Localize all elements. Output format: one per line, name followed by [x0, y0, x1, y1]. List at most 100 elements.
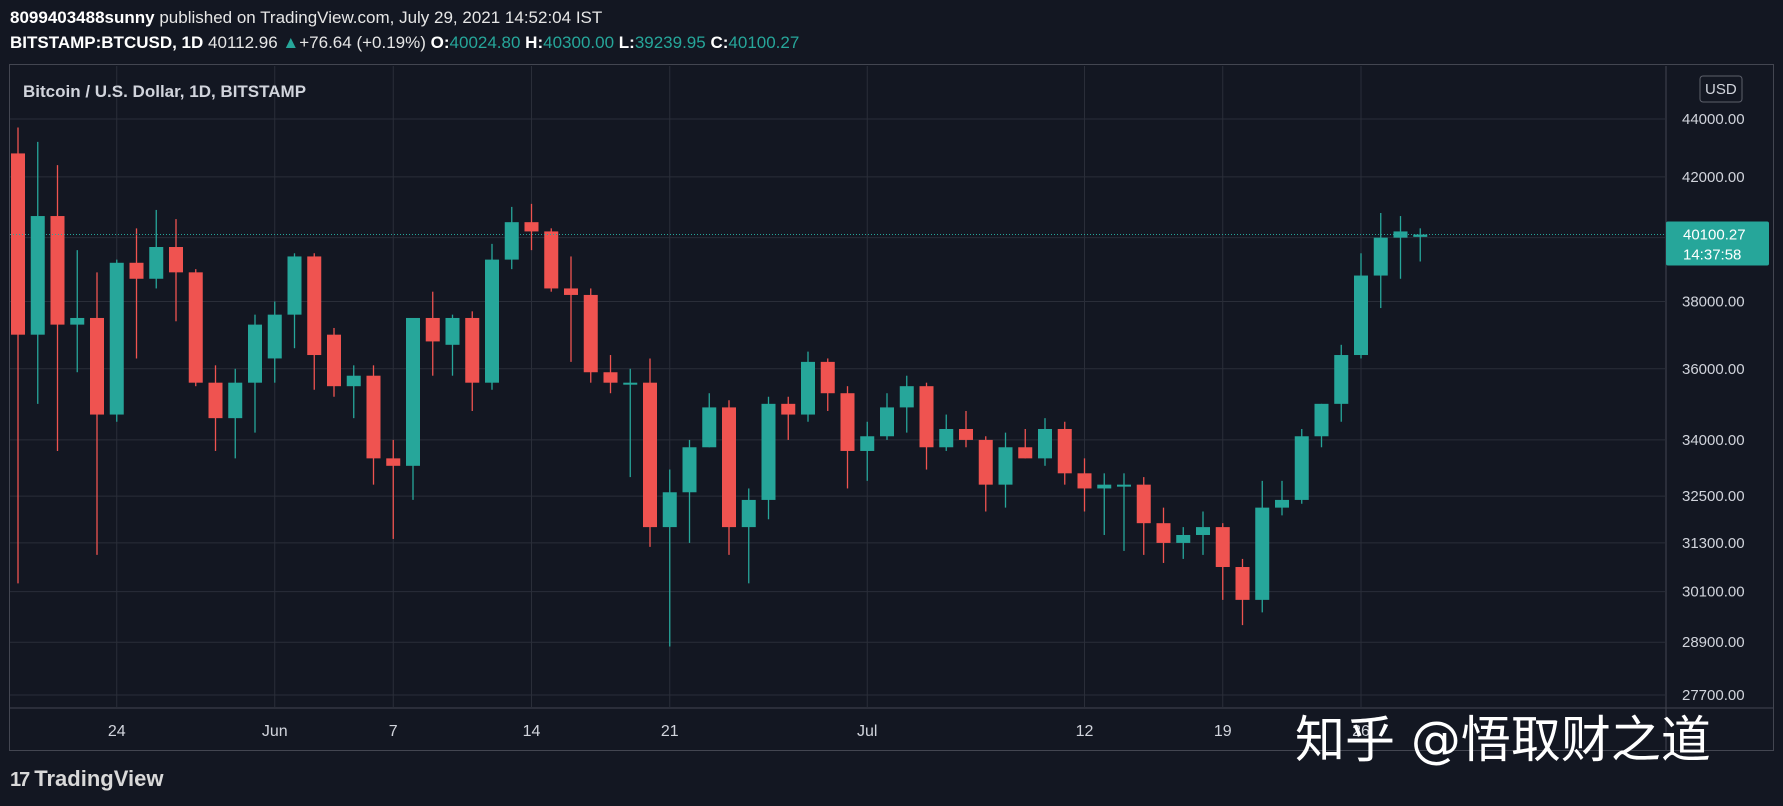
time-axis: 24 Jun 7 14 21 Jul 12 19 26 — [108, 723, 1370, 740]
candle-body — [741, 499, 756, 528]
x-tick-label: Jun — [262, 723, 288, 740]
candle-body — [1354, 275, 1368, 356]
candle — [939, 414, 954, 451]
candle-body — [366, 375, 381, 459]
candle — [1156, 507, 1171, 563]
candle — [583, 288, 598, 383]
candle — [1136, 477, 1151, 555]
open-label: O: — [430, 33, 450, 52]
price-axis: 44000.0042000.0040000.0038000.0036000.00… — [1682, 111, 1745, 704]
candle — [1235, 558, 1250, 626]
candle-body — [781, 403, 796, 415]
candle-body — [860, 436, 875, 451]
candle-body — [1334, 355, 1349, 404]
candle-body — [1235, 567, 1250, 600]
up-arrow-icon: ▲ — [282, 33, 300, 52]
publisher-name[interactable]: 8099403488sunny — [10, 8, 155, 27]
last-price-tag: 40100.27 14:37:58 — [1666, 221, 1769, 266]
candle — [287, 253, 302, 349]
candle — [248, 314, 262, 433]
candle-body — [1038, 428, 1052, 459]
candle — [978, 436, 993, 512]
close-value: 40100.27 — [728, 33, 800, 52]
candle-body — [149, 247, 164, 279]
low-label: L: — [618, 33, 635, 52]
candle-body — [1176, 534, 1191, 543]
close-label: C: — [710, 33, 729, 52]
candle-body — [662, 492, 677, 528]
candle-body — [248, 324, 262, 383]
candle — [188, 269, 203, 387]
candle — [1373, 212, 1388, 309]
candle-body — [682, 447, 697, 493]
published-text: published on TradingView.com, July 29, 2… — [159, 8, 603, 27]
candle-body — [919, 386, 934, 448]
x-tick-label: 14 — [523, 723, 541, 740]
candle — [722, 400, 736, 555]
currency-badge[interactable]: USD — [1699, 75, 1743, 103]
candle-body — [188, 272, 203, 383]
candle-body — [1018, 447, 1033, 459]
candle — [129, 228, 144, 359]
candle — [445, 314, 460, 376]
chart-title: Bitcoin / U.S. Dollar, 1D, BITSTAMP — [23, 82, 306, 101]
candle-body — [485, 259, 499, 383]
change-value: +76.64 (+0.19%) — [299, 33, 426, 52]
candle — [504, 206, 519, 270]
candle-body — [129, 262, 144, 279]
y-tick-label: 30100.00 — [1682, 584, 1745, 601]
y-tick-label: 31300.00 — [1682, 535, 1745, 552]
candle — [860, 421, 875, 481]
y-tick-label: 36000.00 — [1682, 361, 1745, 378]
candle-body — [228, 382, 243, 419]
candle — [1294, 428, 1309, 504]
y-tick-label: 27700.00 — [1682, 687, 1745, 704]
candle-body — [425, 317, 440, 342]
candle — [761, 396, 776, 520]
candle — [544, 228, 559, 292]
ohlc-legend: BITSTAMP:BTCUSD, 1D 40112.96 ▲+76.64 (+0… — [10, 33, 799, 53]
candle-body — [50, 216, 65, 325]
candle-body — [406, 317, 420, 466]
candle — [1097, 473, 1112, 535]
candle — [1117, 473, 1131, 551]
high-label: H: — [525, 33, 544, 52]
candle-body — [90, 317, 104, 415]
x-tick-label: 24 — [108, 723, 126, 740]
candle-body — [880, 407, 894, 437]
currency-badge-label: USD — [1705, 81, 1737, 98]
candle-body — [524, 222, 539, 232]
candle — [524, 203, 539, 251]
tradingview-logo[interactable]: 17 TradingView — [10, 766, 163, 792]
candle — [820, 358, 835, 411]
candle-body — [465, 317, 480, 383]
candle-body — [1413, 234, 1428, 237]
candle-body — [1136, 484, 1151, 524]
candle-body — [998, 447, 1013, 485]
candle-body — [287, 256, 302, 315]
candle-body — [564, 288, 578, 295]
candle-body — [761, 403, 776, 500]
candle — [919, 382, 934, 470]
candle-body — [1373, 237, 1388, 276]
candle-body — [820, 361, 835, 394]
candle — [702, 393, 717, 448]
candle — [425, 291, 440, 376]
candle — [267, 301, 282, 383]
candle — [741, 488, 756, 584]
candle — [1255, 480, 1270, 613]
candle-body — [899, 386, 914, 408]
candle-body — [70, 317, 85, 325]
chart-frame — [9, 64, 1774, 751]
candle-body — [840, 393, 855, 451]
countdown-timer: 14:37:58 — [1683, 247, 1741, 264]
candle — [406, 317, 420, 500]
candle — [90, 272, 104, 555]
candle — [899, 375, 914, 433]
candle — [781, 396, 796, 440]
candle — [70, 250, 85, 373]
candle-body — [169, 247, 183, 273]
candle — [346, 365, 361, 419]
candle — [1354, 253, 1368, 359]
